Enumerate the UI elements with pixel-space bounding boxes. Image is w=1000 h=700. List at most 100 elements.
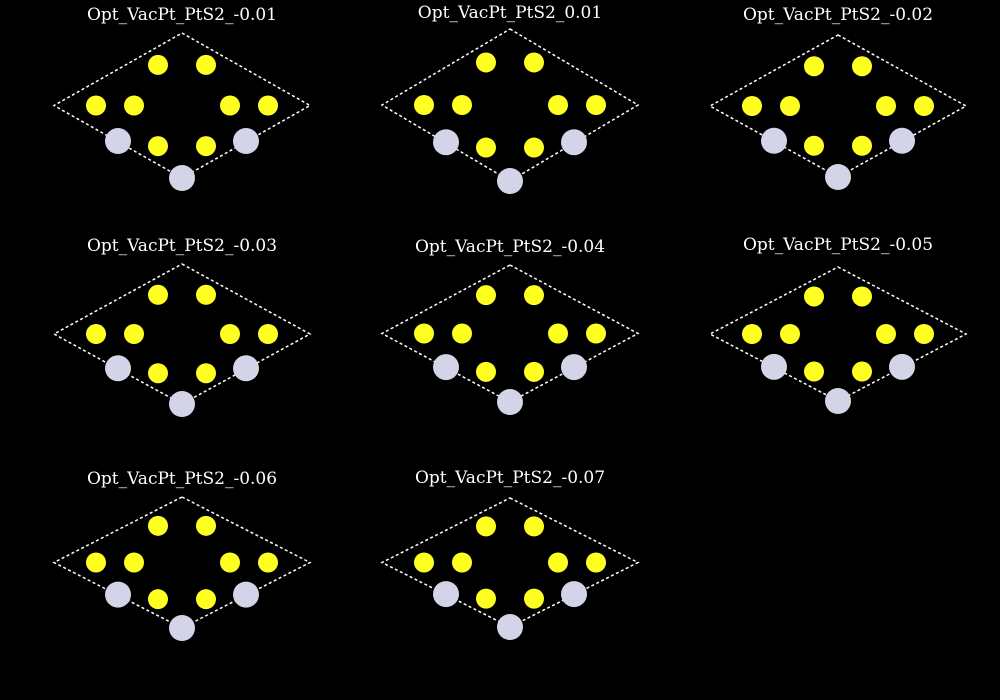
sulfur-atom bbox=[852, 135, 872, 156]
sulfur-atom bbox=[196, 515, 216, 536]
sulfur-atom bbox=[876, 96, 896, 116]
platinum-atom bbox=[233, 355, 259, 382]
sulfur-atom bbox=[452, 552, 472, 573]
sulfur-atom bbox=[414, 323, 434, 344]
platinum-atom bbox=[825, 388, 851, 414]
sulfur-atom bbox=[196, 136, 216, 157]
platinum-atom bbox=[169, 165, 195, 191]
sulfur-atom bbox=[852, 361, 872, 382]
sulfur-atom bbox=[586, 95, 606, 115]
sulfur-atom bbox=[852, 56, 872, 77]
sulfur-atom bbox=[524, 516, 544, 537]
sulfur-atom bbox=[476, 52, 496, 73]
sulfur-atom bbox=[258, 324, 278, 344]
sulfur-atom bbox=[124, 95, 144, 116]
sulfur-atom bbox=[258, 552, 278, 573]
platinum-atom bbox=[105, 355, 131, 382]
sulfur-atom bbox=[548, 323, 568, 344]
sulfur-atom bbox=[780, 324, 800, 344]
sulfur-atom bbox=[476, 137, 496, 158]
sulfur-atom bbox=[548, 95, 568, 115]
sulfur-atom bbox=[196, 589, 216, 610]
sulfur-atom bbox=[452, 95, 472, 115]
sulfur-atom bbox=[220, 552, 240, 573]
sulfur-atom bbox=[258, 95, 278, 116]
sulfur-atom bbox=[524, 361, 544, 382]
sulfur-atom bbox=[524, 285, 544, 306]
sulfur-atom bbox=[476, 361, 496, 382]
sulfur-atom bbox=[148, 589, 168, 610]
sulfur-atom bbox=[196, 284, 216, 305]
platinum-atom bbox=[561, 581, 587, 608]
sulfur-atom bbox=[548, 552, 568, 573]
sulfur-atom bbox=[86, 95, 106, 116]
platinum-atom bbox=[233, 128, 259, 155]
sulfur-atom bbox=[876, 324, 896, 344]
sulfur-atom bbox=[452, 323, 472, 344]
sulfur-atom bbox=[148, 363, 168, 384]
platinum-atom bbox=[825, 164, 851, 190]
sulfur-atom bbox=[524, 52, 544, 73]
platinum-atom bbox=[497, 168, 523, 194]
sulfur-atom bbox=[804, 361, 824, 382]
panel-title: Opt_VacPt_PtS2_-0.04 bbox=[414, 237, 606, 257]
sulfur-atom bbox=[148, 515, 168, 536]
panel-title: Opt_VacPt_PtS2_-0.01 bbox=[86, 5, 278, 25]
platinum-atom bbox=[105, 128, 131, 155]
sulfur-atom bbox=[742, 96, 762, 116]
panel-title: Opt_VacPt_PtS2_0.01 bbox=[417, 3, 603, 23]
platinum-atom bbox=[497, 389, 523, 415]
sulfur-atom bbox=[148, 136, 168, 157]
panel-title: Opt_VacPt_PtS2_-0.05 bbox=[742, 235, 934, 255]
platinum-atom bbox=[889, 127, 915, 154]
platinum-atom bbox=[561, 354, 587, 381]
sulfur-atom bbox=[220, 95, 240, 116]
platinum-atom bbox=[169, 391, 195, 417]
sulfur-atom bbox=[586, 323, 606, 344]
sulfur-atom bbox=[780, 96, 800, 116]
platinum-atom bbox=[233, 581, 259, 608]
sulfur-atom bbox=[124, 324, 144, 344]
platinum-atom bbox=[561, 129, 587, 156]
platinum-atom bbox=[761, 353, 787, 380]
sulfur-atom bbox=[914, 324, 934, 344]
panel-title: Opt_VacPt_PtS2_-0.07 bbox=[414, 468, 606, 488]
sulfur-atom bbox=[476, 588, 496, 609]
panel-title: Opt_VacPt_PtS2_-0.02 bbox=[742, 5, 934, 25]
sulfur-atom bbox=[804, 135, 824, 156]
sulfur-atom bbox=[524, 137, 544, 158]
sulfur-atom bbox=[86, 552, 106, 573]
panel-title: Opt_VacPt_PtS2_-0.03 bbox=[86, 236, 278, 256]
sulfur-atom bbox=[414, 552, 434, 573]
platinum-atom bbox=[433, 581, 459, 608]
panel-title: Opt_VacPt_PtS2_-0.06 bbox=[86, 469, 278, 489]
platinum-atom bbox=[433, 354, 459, 381]
sulfur-atom bbox=[804, 286, 824, 307]
platinum-atom bbox=[169, 615, 195, 641]
sulfur-atom bbox=[804, 56, 824, 77]
sulfur-atom bbox=[196, 363, 216, 384]
sulfur-atom bbox=[586, 552, 606, 573]
sulfur-atom bbox=[124, 552, 144, 573]
sulfur-atom bbox=[148, 54, 168, 75]
sulfur-atom bbox=[852, 286, 872, 307]
sulfur-atom bbox=[148, 284, 168, 305]
platinum-atom bbox=[433, 129, 459, 156]
platinum-atom bbox=[761, 127, 787, 154]
sulfur-atom bbox=[742, 324, 762, 344]
sulfur-atom bbox=[414, 95, 434, 115]
sulfur-atom bbox=[220, 324, 240, 344]
platinum-atom bbox=[105, 581, 131, 608]
sulfur-atom bbox=[914, 96, 934, 116]
platinum-atom bbox=[497, 614, 523, 640]
sulfur-atom bbox=[476, 516, 496, 537]
sulfur-atom bbox=[476, 285, 496, 306]
sulfur-atom bbox=[524, 588, 544, 609]
